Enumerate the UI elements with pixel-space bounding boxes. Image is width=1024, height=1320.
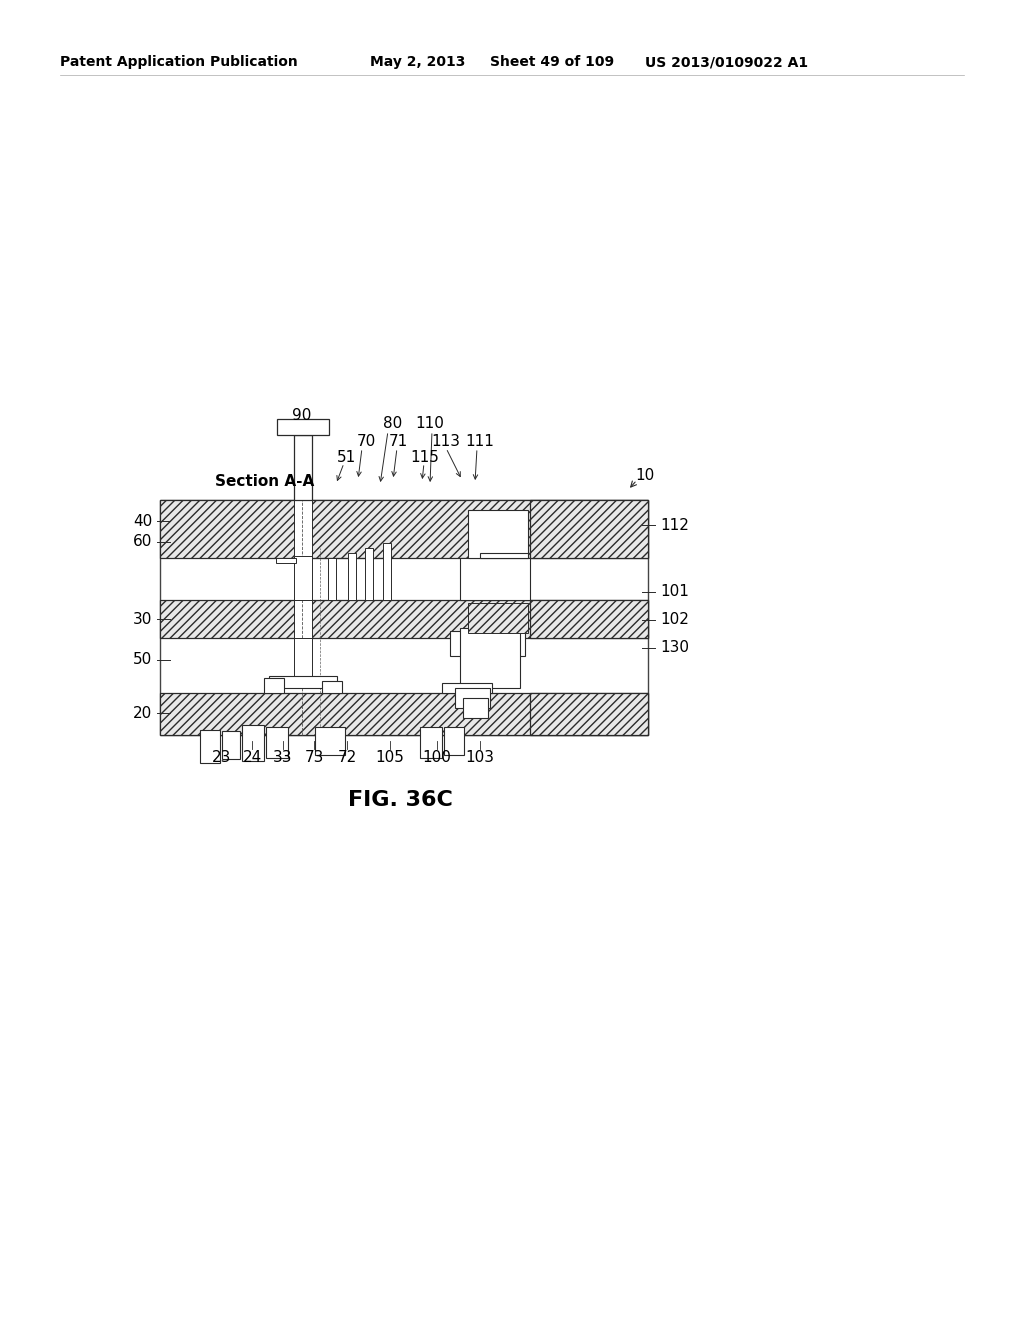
Text: Patent Application Publication: Patent Application Publication [60, 55, 298, 69]
Text: Section A-A: Section A-A [215, 474, 314, 490]
Bar [160, 601, 648, 638]
Bar [468, 510, 528, 558]
Text: 103: 103 [466, 750, 495, 764]
Bar [200, 730, 220, 763]
Bar [460, 628, 520, 688]
Bar [365, 548, 373, 601]
Bar [276, 558, 296, 564]
Text: 90: 90 [292, 408, 311, 422]
Bar [460, 558, 530, 601]
Bar [160, 500, 648, 558]
Bar [328, 558, 336, 601]
Bar [294, 500, 312, 558]
Text: 20: 20 [133, 705, 152, 721]
Text: US 2013/0109022 A1: US 2013/0109022 A1 [645, 55, 808, 69]
Text: May 2, 2013: May 2, 2013 [370, 55, 465, 69]
Bar [294, 638, 312, 685]
Text: 30: 30 [133, 611, 152, 627]
Bar [294, 556, 312, 601]
Text: 105: 105 [376, 750, 404, 764]
Text: 50: 50 [133, 652, 152, 668]
Text: 110: 110 [416, 417, 444, 432]
Bar [420, 727, 442, 758]
Bar [455, 688, 490, 708]
Bar [315, 727, 345, 755]
Bar [530, 601, 648, 638]
Text: FIG. 36C: FIG. 36C [347, 789, 453, 810]
Text: 102: 102 [660, 612, 689, 627]
Text: 112: 112 [660, 517, 689, 532]
Bar [468, 603, 528, 634]
Text: 51: 51 [337, 450, 356, 465]
Bar [278, 418, 329, 436]
Bar [480, 553, 528, 558]
Bar [264, 678, 284, 693]
Text: 101: 101 [660, 585, 689, 599]
Bar [242, 725, 264, 762]
Text: 111: 111 [466, 434, 495, 450]
Bar [222, 731, 240, 759]
Bar [444, 727, 464, 755]
Text: 24: 24 [243, 750, 261, 764]
Text: 73: 73 [304, 750, 324, 764]
Text: 40: 40 [133, 513, 152, 528]
Text: 70: 70 [356, 434, 376, 450]
Bar [266, 727, 288, 758]
Text: 80: 80 [383, 417, 402, 432]
Bar [294, 436, 312, 500]
Text: 113: 113 [431, 434, 461, 450]
Bar [294, 601, 312, 638]
Bar [463, 698, 488, 718]
Text: 60: 60 [133, 535, 152, 549]
Bar [160, 693, 648, 735]
Text: 130: 130 [660, 640, 689, 656]
Bar [348, 553, 356, 601]
Bar [383, 543, 391, 601]
Bar [322, 681, 342, 693]
Text: 23: 23 [212, 750, 231, 764]
Bar [160, 500, 648, 735]
Text: 115: 115 [411, 450, 439, 465]
Text: 71: 71 [388, 434, 408, 450]
Bar [442, 682, 492, 693]
Text: 10: 10 [635, 467, 654, 483]
Text: 100: 100 [423, 750, 452, 764]
Bar [530, 693, 648, 735]
Bar [530, 500, 648, 558]
Bar [450, 631, 525, 656]
Bar [269, 676, 337, 688]
Text: 33: 33 [273, 750, 293, 764]
Text: Sheet 49 of 109: Sheet 49 of 109 [490, 55, 614, 69]
Text: 72: 72 [337, 750, 356, 764]
